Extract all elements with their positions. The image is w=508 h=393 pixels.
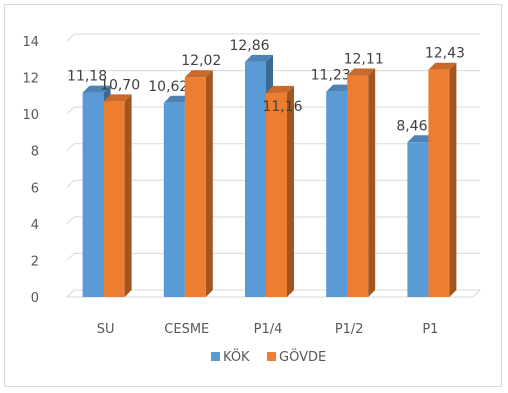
bar-top <box>266 85 294 93</box>
y-tick-label: 8 <box>31 145 39 160</box>
y-tick-label: 4 <box>31 218 39 233</box>
legend-label: KÖK <box>223 348 250 365</box>
data-label: 11,23 <box>311 68 351 84</box>
gridline-side <box>66 33 75 42</box>
gridline-side <box>66 143 75 152</box>
bar <box>326 91 348 297</box>
x-tick-label: P1/4 <box>254 322 283 337</box>
bar <box>428 69 450 297</box>
x-tick-label: P1 <box>422 322 438 337</box>
data-label: 10,70 <box>100 77 140 93</box>
x-tick-label: P1/2 <box>335 322 364 337</box>
bar <box>82 92 104 298</box>
gridline-side <box>66 179 75 188</box>
bar-side <box>205 70 213 297</box>
bar <box>266 92 287 297</box>
bar-top <box>428 62 457 70</box>
data-label: 12,02 <box>181 53 221 69</box>
gridline-side <box>66 253 75 261</box>
y-tick-label: 14 <box>22 35 39 50</box>
bar <box>407 142 429 297</box>
bar <box>184 77 206 297</box>
data-label: 12,43 <box>425 46 465 62</box>
bar-top <box>103 94 132 102</box>
data-label: 11,18 <box>67 69 107 85</box>
bar <box>245 61 266 297</box>
bar <box>163 102 185 297</box>
gridline-side <box>66 106 75 115</box>
y-tick-label: 6 <box>31 181 39 196</box>
x-tick-label: CESME <box>164 322 209 337</box>
y-tick-label: 0 <box>31 291 39 306</box>
bar <box>347 75 369 297</box>
bar-top <box>184 70 213 78</box>
y-tick-label: 2 <box>31 254 39 269</box>
bar-side <box>124 94 132 297</box>
data-label: 10,62 <box>148 79 188 95</box>
bar-side <box>368 68 376 297</box>
data-label: 12,86 <box>229 38 269 54</box>
bar <box>103 101 125 297</box>
legend-swatch <box>211 352 220 361</box>
legend-swatch <box>267 352 276 361</box>
bar-top <box>245 54 273 62</box>
gridline-side <box>66 216 75 225</box>
bar-side <box>449 62 457 297</box>
gridline-side <box>66 70 75 78</box>
y-tick-label: 10 <box>22 108 39 123</box>
legend-label: GÖVDE <box>279 348 326 365</box>
chart-frame: 0 2 4 6 8 10 12 14 11,18 10,70 SU 10,62 12,02 CESME 12… <box>4 4 502 387</box>
x-tick-label: SU <box>97 322 115 337</box>
data-label: 12,11 <box>344 52 384 68</box>
data-label: 11,16 <box>262 99 302 115</box>
y-tick-label: 12 <box>22 72 39 87</box>
data-label: 8,46 <box>396 118 427 134</box>
bar-top <box>347 68 376 76</box>
bar-top <box>82 85 111 93</box>
bar-side <box>287 85 294 297</box>
